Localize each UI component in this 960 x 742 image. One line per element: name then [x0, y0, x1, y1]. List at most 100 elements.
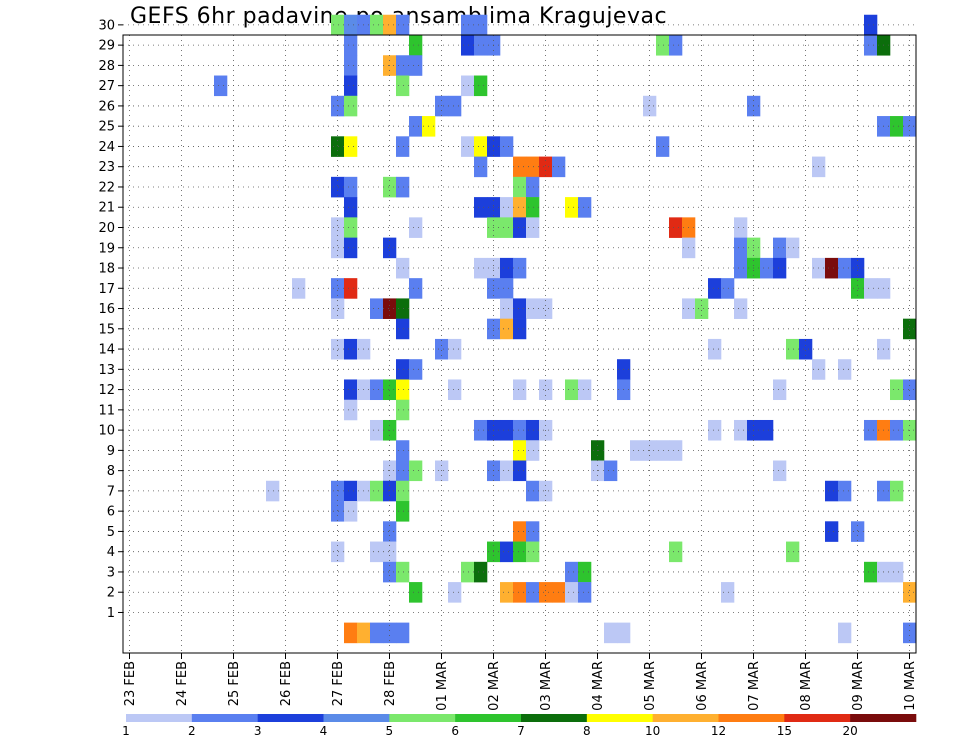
heatmap-cell	[331, 278, 345, 299]
heatmap-cell	[370, 379, 384, 401]
y-tick-label: 21	[98, 201, 115, 216]
x-tick-label: 05 MAR	[643, 661, 658, 711]
heatmap-cell	[500, 460, 514, 482]
heatmap-cell	[344, 197, 358, 218]
heatmap-cell	[903, 582, 917, 603]
heatmap-cell	[617, 622, 631, 644]
heatmap-cell	[578, 582, 592, 603]
heatmap-cell	[474, 561, 488, 583]
heatmap-cell	[500, 298, 514, 319]
heatmap-cell	[513, 176, 527, 198]
x-tick-label: 03 MAR	[539, 661, 554, 711]
heatmap-cell	[396, 501, 410, 522]
heatmap-cell	[383, 521, 397, 542]
heatmap-cell	[331, 298, 345, 319]
heatmap-cell	[604, 622, 618, 644]
heatmap-cell	[838, 257, 852, 279]
heatmap-cell	[396, 379, 410, 401]
heatmap-cell	[344, 501, 358, 522]
heatmap-cell	[396, 359, 410, 380]
heatmap-cell	[513, 257, 527, 279]
heatmap-cell	[721, 278, 735, 299]
heatmap-cell	[435, 95, 449, 117]
heatmap-cell	[409, 116, 423, 137]
heatmap-cell	[565, 561, 579, 583]
y-tick-label: 15	[98, 322, 115, 337]
heatmap-cell	[331, 501, 345, 522]
heatmap-cell	[890, 561, 904, 583]
heatmap-cell	[773, 237, 787, 259]
heatmap-cell	[513, 197, 527, 218]
legend-label: 7	[517, 724, 525, 738]
heatmap-cell	[461, 136, 475, 157]
y-tick-label: 5	[107, 525, 115, 540]
heatmap-cell	[500, 318, 514, 340]
heatmap-cell	[838, 359, 852, 380]
heatmap-cell	[669, 541, 683, 563]
heatmap-cell	[721, 582, 735, 603]
y-tick-label: 10	[98, 424, 115, 439]
heatmap-cell	[344, 379, 358, 401]
x-tick-label: 24 FEB	[175, 661, 190, 706]
heatmap-cell	[786, 541, 800, 563]
x-tick-label: 28 FEB	[383, 661, 398, 706]
y-tick-label: 3	[107, 565, 115, 580]
heatmap-cell	[786, 338, 800, 360]
legend-swatch	[718, 714, 785, 722]
y-tick-label: 23	[98, 160, 115, 175]
heatmap-cell	[331, 237, 345, 259]
legend-swatch	[455, 714, 522, 722]
legend-label: 20	[843, 724, 858, 738]
heatmap-cell	[500, 278, 514, 299]
legend-swatch	[389, 714, 456, 722]
heatmap-cell	[734, 237, 748, 259]
heatmap-cell	[409, 35, 423, 56]
heatmap-cell	[760, 257, 774, 279]
legend-swatch	[784, 714, 851, 722]
heatmap-cell	[344, 75, 358, 97]
legend-label: 6	[451, 724, 459, 738]
heatmap-cell	[383, 298, 397, 319]
heatmap-cell	[370, 622, 384, 644]
heatmap-cell	[344, 480, 358, 502]
heatmap-cell	[396, 622, 410, 644]
y-tick-label: 4	[107, 545, 115, 560]
heatmap-cell	[864, 278, 878, 299]
heatmap-cell	[773, 460, 787, 482]
heatmap-cell	[344, 176, 358, 198]
heatmap-cell	[734, 217, 748, 238]
legend-swatch	[191, 714, 258, 722]
x-tick-label: 25 FEB	[227, 661, 242, 706]
heatmap-cell	[526, 176, 540, 198]
heatmap-cell	[708, 419, 722, 441]
heatmap-cell	[513, 460, 527, 482]
heatmap-cell	[539, 298, 553, 319]
y-tick-label: 24	[98, 140, 115, 155]
heatmap-cell	[474, 35, 488, 56]
heatmap-cell	[409, 217, 423, 238]
heatmap-cell	[513, 541, 527, 563]
heatmap-cell	[903, 116, 917, 137]
heatmap-cell	[500, 136, 514, 157]
heatmap-cell	[383, 14, 397, 36]
legend-label: 8	[583, 724, 591, 738]
heatmap-cell	[864, 419, 878, 441]
heatmap-cell	[539, 156, 553, 178]
y-tick-label: 6	[107, 505, 115, 520]
legend-label: 2	[188, 724, 196, 738]
heatmap-cell	[890, 379, 904, 401]
heatmap-cell	[903, 622, 917, 644]
heatmap-cell	[565, 379, 579, 401]
y-tick-label: 25	[98, 120, 115, 135]
heatmap-cell	[474, 197, 488, 218]
heatmap-cell	[331, 541, 345, 563]
heatmap-cell	[565, 197, 579, 218]
heatmap-cell	[331, 136, 345, 157]
heatmap-cell	[474, 257, 488, 279]
heatmap-cell	[851, 278, 865, 299]
heatmap-cell	[344, 237, 358, 259]
heatmap-cell	[344, 136, 358, 157]
legend-swatch	[652, 714, 719, 722]
heatmap-cell	[786, 237, 800, 259]
heatmap-cell	[578, 379, 592, 401]
